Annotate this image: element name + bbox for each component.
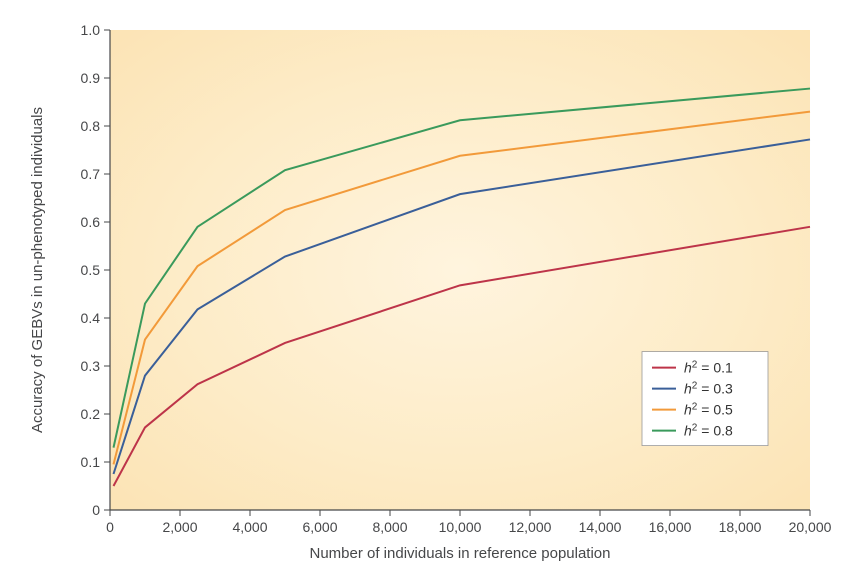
legend: h2 = 0.1 h2 = 0.3 h2 = 0.5 h2 = 0.8 xyxy=(642,352,768,446)
y-tick-label: 0.3 xyxy=(81,358,101,374)
x-tick-label: 2,000 xyxy=(162,519,197,535)
chart-svg: 0 0.1 0.2 0.3 0.4 0.5 0.6 0.7 0.8 0.9 1.0 Accuracy … xyxy=(0,0,857,583)
legend-label: h2 = 0.8 xyxy=(684,423,733,439)
y-tick-label: 0.4 xyxy=(81,310,101,326)
y-tick-label: 0.5 xyxy=(81,262,101,278)
y-tick-label: 0.7 xyxy=(81,166,101,182)
x-tick-label: 14,000 xyxy=(579,519,622,535)
y-tick-label: 0 xyxy=(92,502,100,518)
x-tick-label: 4,000 xyxy=(232,519,267,535)
gebv-accuracy-chart: 0 0.1 0.2 0.3 0.4 0.5 0.6 0.7 0.8 0.9 1.0 Accuracy … xyxy=(0,0,857,583)
y-tick-label: 1.0 xyxy=(81,22,101,38)
y-tick-label: 0.2 xyxy=(81,406,101,422)
x-tick-label: 18,000 xyxy=(719,519,762,535)
x-tick-label: 10,000 xyxy=(439,519,482,535)
x-tick-label: 12,000 xyxy=(509,519,552,535)
x-tick-label: 20,000 xyxy=(789,519,832,535)
y-tick-label: 0.9 xyxy=(81,70,101,86)
x-tick-label: 8,000 xyxy=(372,519,407,535)
y-tick-label: 0.8 xyxy=(81,118,101,134)
y-axis-label: Accuracy of GEBVs in un-phenotyped indiv… xyxy=(29,107,46,433)
legend-label: h2 = 0.5 xyxy=(684,402,733,418)
y-tick-label: 0.1 xyxy=(81,454,101,470)
legend-label: h2 = 0.1 xyxy=(684,360,733,376)
x-tick-label: 6,000 xyxy=(302,519,337,535)
x-tick-label: 0 xyxy=(106,519,114,535)
y-tick-label: 0.6 xyxy=(81,214,101,230)
x-axis-label: Number of individuals in reference popul… xyxy=(309,545,610,562)
legend-label: h2 = 0.3 xyxy=(684,381,733,397)
x-tick-label: 16,000 xyxy=(649,519,692,535)
